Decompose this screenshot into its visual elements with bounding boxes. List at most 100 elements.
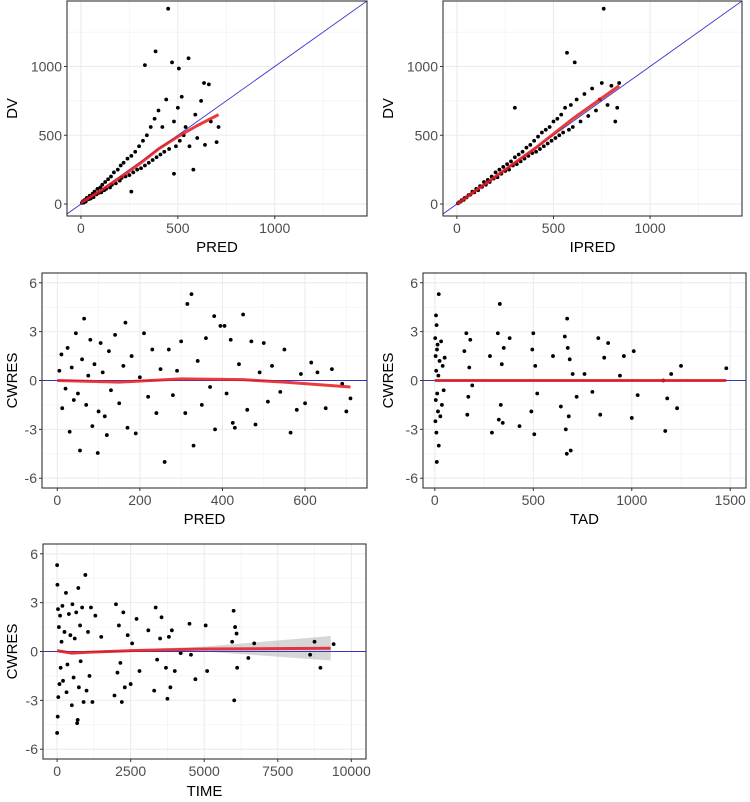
data-point [467,365,472,370]
y-axis-title: DV [4,98,21,119]
x-tick-label: 0 [77,220,85,236]
data-point [152,688,157,693]
data-point [578,119,583,124]
x-axis-title: TAD [570,511,599,528]
data-point [520,149,525,154]
data-point [505,162,510,167]
y-axis-title: CWRES [4,353,21,409]
data-point [563,105,567,110]
data-point [100,182,105,187]
panel-3: 0 500 1000 1500 -6 -3 0 3 6 TAD CWRES [380,272,747,528]
data-point [434,323,439,328]
data-point [213,427,217,432]
y-tick-label: 0 [30,644,38,660]
data-point [55,582,60,587]
data-point [499,362,504,367]
data-point [549,138,554,143]
data-point [433,354,438,358]
data-point [70,602,75,607]
data-point [56,695,61,700]
data-point [488,354,492,358]
data-point [586,114,591,118]
y-tick-label: 3 [30,595,38,611]
data-point [76,391,80,396]
panel-border [66,0,368,217]
y-axis-title: CWRES [4,624,21,680]
data-point [679,363,683,368]
data-point [59,352,64,357]
data-point [205,669,210,673]
data-point [536,134,540,139]
data-point [191,167,196,172]
x-tick-label: 400 [211,492,235,508]
data-point [84,688,89,693]
data-point [497,167,502,172]
data-point [230,420,235,425]
data-point [249,339,254,344]
data-point [156,108,161,113]
data-point [534,149,538,154]
data-point [635,393,640,398]
data-point [629,416,634,420]
data-point [143,63,147,68]
data-point [115,167,120,172]
data-point [133,431,138,436]
data-point [80,605,85,610]
data-point [78,659,83,664]
y-tick-label: -3 [26,692,39,708]
data-point [162,149,167,154]
data-point [436,443,441,448]
x-tick-label: 1000 [634,220,665,236]
data-point [539,130,544,135]
data-point [76,586,81,590]
data-point [128,682,133,686]
data-point [78,448,82,453]
data-point [435,391,440,396]
data-point [109,388,113,393]
data-point [178,651,183,656]
data-point [605,103,610,107]
data-point [134,617,139,621]
data-point [189,292,194,297]
data-point [724,366,729,371]
x-tick-label: 500 [166,220,190,236]
panel-2: 0 200 400 600 -6 -3 0 3 6 PRED CWRES [4,272,368,528]
data-point [88,337,93,342]
data-point [323,406,328,411]
data-point [594,108,598,113]
data-point [501,346,506,350]
data-point [437,359,442,363]
data-point [95,451,100,455]
data-point [98,185,103,190]
data-point [551,354,555,358]
data-point [195,359,200,363]
data-point [516,152,521,157]
data-point [95,187,100,191]
data-point [69,703,74,708]
data-point [245,407,250,412]
data-point [462,349,467,354]
data-point [129,354,134,358]
data-point [512,105,517,110]
data-point [76,685,81,690]
data-point [278,390,283,394]
data-point [133,149,138,154]
data-point [294,407,299,412]
data-point [436,409,440,414]
loess-smooth-line [80,113,220,204]
data-point [440,403,444,407]
data-point [87,674,92,678]
data-point [159,615,164,620]
data-point [438,414,443,419]
data-point [99,634,104,639]
data-point [57,368,62,373]
data-point [158,152,163,157]
data-point [172,171,176,176]
y-tick-label: 500 [39,127,63,143]
x-tick-label: 2500 [115,763,146,779]
data-point [528,142,533,147]
data-point [309,360,314,365]
data-point [202,81,206,85]
data-point [167,634,171,639]
data-point [465,412,470,417]
